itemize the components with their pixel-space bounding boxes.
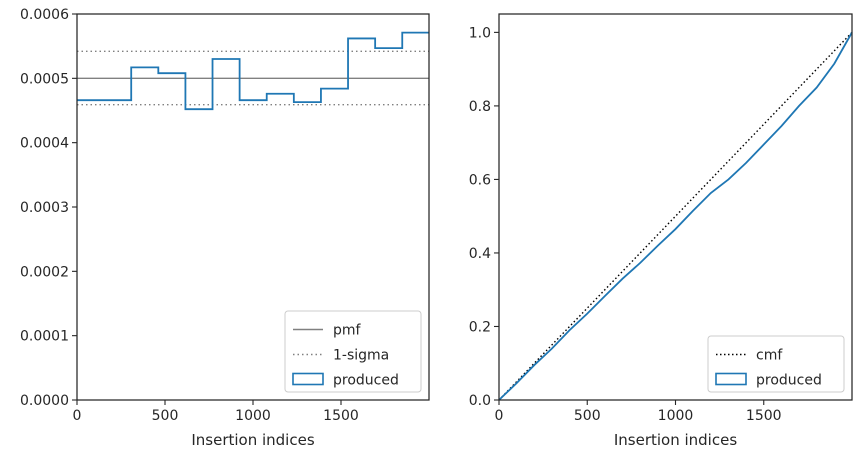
right-legend: cmf produced xyxy=(707,335,845,393)
left-y-tick-label: 0.0001 xyxy=(20,329,69,345)
left-chart-panel: 0 500 1000 1500 0.00000.00010.00020.00030.0… xyxy=(20,7,430,449)
left-legend-box xyxy=(284,310,422,393)
right-x-tick-label: 1500 xyxy=(746,408,782,424)
left-series-produced xyxy=(77,31,429,111)
left-legend: pmf 1-sigma produced xyxy=(284,310,422,393)
left-x-axis-label: Insertion indices xyxy=(191,431,314,449)
left-y-ticks: 0.0000 0.0001 0.0002 0.0003 0.0004 0.0005 0.00… xyxy=(20,7,77,409)
left-plot-content xyxy=(77,31,429,111)
right-x-tick-label: 0 xyxy=(495,408,504,424)
left-y-tick-label: 0.0004 xyxy=(20,136,69,152)
left-x-ticks: 0 500 1000 1500 xyxy=(73,400,359,424)
left-legend-label-pmf: pmf xyxy=(333,323,362,339)
right-x-ticks: 0 500 1000 1500 xyxy=(495,400,782,424)
left-y-tick-label: 0.0006 xyxy=(20,7,69,23)
right-y-tick-label: 0.0 xyxy=(469,393,491,409)
right-x-tick-label: 1000 xyxy=(658,408,694,424)
right-y-tick-label: 0.4 xyxy=(469,246,491,262)
right-plot-content xyxy=(498,31,853,401)
right-y-tick-label: 1.0 xyxy=(469,25,491,41)
right-y-tick-label: 0.8 xyxy=(469,99,491,115)
left-y-tick-label: 0.0000 xyxy=(20,393,69,409)
left-x-tick-label: 500 xyxy=(152,408,179,424)
left-legend-label-produced: produced xyxy=(333,373,399,389)
right-legend-label-cmf: cmf xyxy=(756,348,783,364)
left-legend-swatch-produced xyxy=(292,372,324,386)
right-x-tick-label: 500 xyxy=(574,408,601,424)
left-y-tick-label: 0.0005 xyxy=(20,71,69,87)
right-chart-panel: 0 500 1000 1500 0.0 0.2 0.4 0.6 0.8 1.0 Insertio… xyxy=(469,13,853,449)
left-x-tick-label: 1000 xyxy=(235,408,271,424)
right-legend-label-produced: produced xyxy=(756,373,822,389)
right-series-cmf xyxy=(498,31,853,401)
right-legend-swatch-produced xyxy=(715,372,747,386)
left-y-tick-label: 0.0002 xyxy=(20,264,69,280)
right-legend-box xyxy=(707,335,845,393)
right-x-axis-label: Insertion indices xyxy=(614,431,737,449)
right-y-tick-label: 0.2 xyxy=(469,319,491,335)
right-series-produced xyxy=(498,31,853,401)
right-y-tick-label: 0.6 xyxy=(469,172,491,188)
left-y-tick-label: 0.0003 xyxy=(20,200,69,216)
left-x-tick-label: 0 xyxy=(73,408,82,424)
left-legend-label-1-sigma: 1-sigma xyxy=(333,348,389,364)
right-y-ticks: 0.0 0.2 0.4 0.6 0.8 1.0 xyxy=(469,25,499,409)
left-x-tick-label: 1500 xyxy=(323,408,359,424)
